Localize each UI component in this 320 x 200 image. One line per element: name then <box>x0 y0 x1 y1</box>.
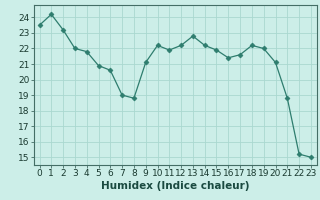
X-axis label: Humidex (Indice chaleur): Humidex (Indice chaleur) <box>101 181 250 191</box>
